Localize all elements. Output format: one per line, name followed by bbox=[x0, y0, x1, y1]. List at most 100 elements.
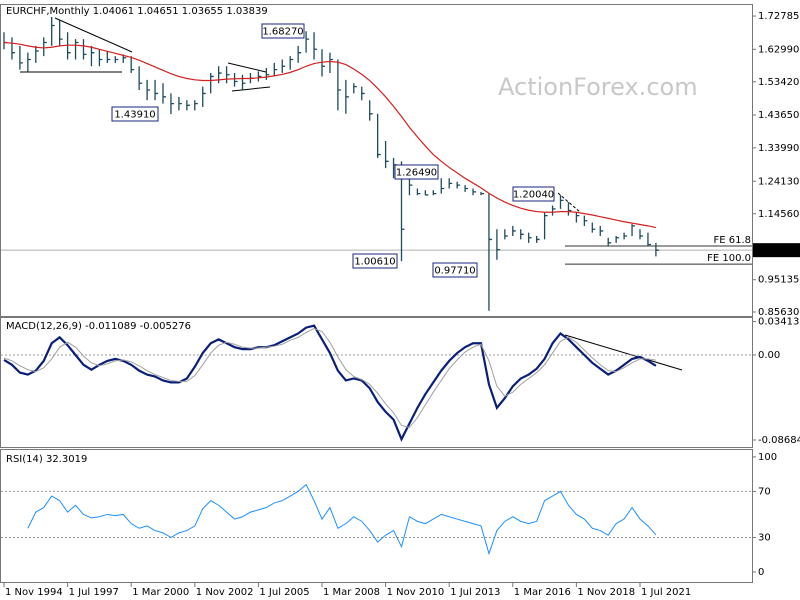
price-bar bbox=[583, 215, 588, 226]
price-bar bbox=[440, 178, 445, 194]
y-tick-label: 1.33990 bbox=[758, 143, 799, 154]
y-tick-label: 0.034137 bbox=[758, 317, 800, 328]
price-bar bbox=[543, 212, 548, 240]
price-bar bbox=[146, 79, 151, 101]
last-price-box bbox=[753, 243, 800, 258]
price-bar bbox=[424, 190, 429, 196]
price-bar bbox=[210, 73, 214, 94]
price-bar bbox=[130, 56, 135, 74]
price-bar bbox=[480, 191, 484, 196]
price-bar bbox=[170, 93, 174, 115]
price-bar bbox=[512, 225, 516, 237]
price-bar bbox=[265, 67, 270, 80]
price-bar bbox=[615, 236, 620, 243]
price-bar bbox=[329, 52, 333, 74]
price-bar bbox=[162, 83, 166, 104]
price-bar bbox=[607, 237, 612, 247]
x-tick-label: 1 Jul 2021 bbox=[641, 587, 691, 598]
annotation-box bbox=[512, 186, 555, 202]
fe-label: FE 61.8 bbox=[713, 235, 751, 246]
price-bar bbox=[225, 66, 230, 84]
price-bar bbox=[345, 79, 349, 114]
y-tick-label: 1.14560 bbox=[758, 209, 799, 220]
price-bar bbox=[51, 17, 55, 46]
price-bar bbox=[273, 62, 278, 77]
price-bar bbox=[35, 45, 39, 63]
price-bar bbox=[488, 193, 492, 311]
price-bar bbox=[353, 83, 357, 94]
annotation: 1.43910 bbox=[114, 110, 155, 121]
price-bar bbox=[202, 86, 206, 108]
y-tick-label: 0.95135 bbox=[758, 275, 799, 286]
annotation-box bbox=[394, 164, 439, 180]
price-bar bbox=[90, 45, 95, 67]
annotation: 1.68270 bbox=[262, 27, 303, 38]
price-bar bbox=[591, 222, 596, 233]
price-bar bbox=[528, 232, 532, 243]
price-bar bbox=[11, 37, 15, 60]
watermark: ActionForex.com bbox=[498, 73, 698, 101]
price-bar bbox=[27, 52, 31, 72]
x-tick-label: 1 Mar 2008 bbox=[323, 587, 380, 598]
price-bar bbox=[257, 71, 262, 82]
y-tick-label: 0.85630 bbox=[758, 307, 799, 318]
price-bar bbox=[82, 39, 87, 60]
price-bar bbox=[313, 32, 318, 60]
price-bar bbox=[241, 74, 246, 91]
price-panel bbox=[0, 4, 753, 317]
price-bar bbox=[66, 32, 71, 60]
y-tick-label: 70 bbox=[758, 486, 771, 497]
y-tick-label: 30 bbox=[758, 532, 771, 543]
price-bar bbox=[567, 202, 572, 216]
trendlines bbox=[20, 17, 683, 371]
price-bar bbox=[559, 195, 564, 209]
x-tick-label: 1 Jul 2005 bbox=[259, 587, 309, 598]
chart-title: EURCHF,Monthly 1.04061 1.04651 1.03655 1… bbox=[6, 6, 268, 17]
price-bar bbox=[114, 56, 119, 63]
series-line bbox=[27, 483, 657, 556]
price-bar bbox=[106, 50, 111, 63]
price-bar bbox=[384, 140, 389, 169]
price-bar bbox=[623, 232, 628, 240]
fe-label: FE 100.0 bbox=[707, 253, 751, 264]
rsi-title: RSI(14) 32.3019 bbox=[6, 454, 87, 465]
price-bar bbox=[599, 225, 604, 237]
annotation-box bbox=[352, 253, 398, 269]
price-bar bbox=[297, 45, 302, 63]
price-bar bbox=[321, 49, 325, 77]
x-tick-label: 1 Nov 2018 bbox=[577, 587, 635, 598]
series-line bbox=[3, 41, 657, 229]
price-bar bbox=[377, 113, 381, 158]
x-tick-label: 1 Nov 1994 bbox=[5, 587, 63, 598]
price-bar bbox=[432, 190, 437, 196]
x-tick-label: 1 Nov 2002 bbox=[196, 587, 254, 598]
x-tick-label: 1 Nov 2010 bbox=[387, 587, 445, 598]
price-bar bbox=[520, 229, 524, 240]
x-tick-label: 1 Mar 2016 bbox=[514, 587, 571, 598]
y-tick-label: 1.24130 bbox=[758, 176, 799, 187]
annotation: 1.00610 bbox=[354, 257, 395, 268]
price-bar bbox=[233, 73, 238, 87]
price-bar bbox=[639, 229, 643, 240]
series-line bbox=[3, 328, 656, 428]
price-bar bbox=[178, 96, 182, 111]
price-bar bbox=[551, 205, 556, 216]
price-bar bbox=[59, 20, 63, 46]
y-tick-label: 1.62990 bbox=[758, 44, 799, 55]
y-tick-label: 1.43650 bbox=[758, 110, 799, 121]
price-bar bbox=[186, 100, 190, 111]
price-bar bbox=[496, 229, 500, 260]
price-bar bbox=[464, 185, 469, 192]
macd-panel bbox=[0, 317, 753, 448]
price-bar bbox=[74, 39, 79, 60]
annotation-box bbox=[432, 262, 478, 278]
y-tick-label: 0 bbox=[758, 567, 764, 578]
y-tick-label: 1.53420 bbox=[758, 77, 799, 88]
series-line bbox=[3, 324, 657, 442]
price-bar bbox=[536, 236, 540, 243]
price-bar bbox=[43, 37, 47, 57]
last-price-label: 1.03839 bbox=[758, 245, 799, 256]
price-bar bbox=[631, 224, 636, 237]
price-bar bbox=[575, 212, 580, 223]
